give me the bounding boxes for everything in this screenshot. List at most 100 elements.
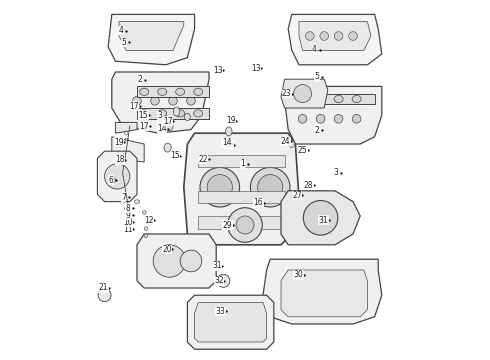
Ellipse shape	[194, 88, 203, 95]
Text: 11: 11	[123, 225, 133, 234]
Text: 10: 10	[123, 217, 133, 227]
Polygon shape	[263, 259, 382, 324]
Text: 4: 4	[119, 26, 123, 35]
Ellipse shape	[173, 107, 180, 116]
Text: 32: 32	[214, 276, 223, 285]
Circle shape	[294, 85, 312, 103]
Polygon shape	[137, 234, 216, 288]
Ellipse shape	[298, 95, 307, 103]
Text: 5: 5	[315, 72, 319, 81]
Text: 25: 25	[298, 146, 307, 155]
Ellipse shape	[352, 95, 361, 103]
Text: 16: 16	[253, 198, 263, 207]
Ellipse shape	[140, 110, 148, 117]
Circle shape	[180, 250, 202, 272]
Bar	[198, 155, 285, 167]
Text: 19: 19	[114, 138, 124, 147]
Polygon shape	[98, 151, 137, 202]
Circle shape	[303, 201, 338, 235]
Polygon shape	[195, 302, 267, 342]
Circle shape	[334, 114, 343, 123]
Ellipse shape	[144, 227, 148, 230]
Circle shape	[228, 208, 262, 242]
Ellipse shape	[176, 88, 185, 95]
Polygon shape	[281, 79, 328, 108]
Ellipse shape	[225, 127, 232, 136]
Ellipse shape	[146, 220, 149, 223]
Ellipse shape	[334, 95, 343, 103]
Circle shape	[305, 32, 314, 40]
Circle shape	[153, 245, 186, 277]
Text: 17: 17	[129, 102, 139, 111]
Ellipse shape	[164, 143, 171, 152]
Text: 21: 21	[99, 284, 108, 292]
Text: 31: 31	[212, 261, 222, 270]
Polygon shape	[137, 86, 209, 97]
Ellipse shape	[185, 113, 190, 121]
Circle shape	[169, 96, 177, 105]
Polygon shape	[116, 122, 137, 133]
Text: 13: 13	[213, 66, 223, 75]
Text: 2: 2	[137, 76, 142, 85]
Ellipse shape	[316, 95, 325, 103]
Ellipse shape	[144, 234, 148, 238]
Ellipse shape	[176, 110, 185, 117]
Circle shape	[298, 114, 307, 123]
Text: 1: 1	[241, 159, 245, 168]
Circle shape	[250, 167, 290, 207]
Circle shape	[316, 114, 325, 123]
Text: 15: 15	[170, 151, 180, 160]
Text: 28: 28	[304, 181, 314, 190]
Ellipse shape	[256, 201, 263, 206]
Circle shape	[320, 32, 328, 40]
Text: 23: 23	[282, 89, 292, 98]
Ellipse shape	[158, 88, 167, 95]
Text: 3: 3	[334, 168, 339, 177]
Polygon shape	[281, 191, 360, 245]
Text: 14: 14	[222, 139, 231, 148]
Ellipse shape	[300, 148, 305, 154]
Bar	[198, 216, 285, 229]
Text: 27: 27	[292, 191, 302, 200]
Circle shape	[217, 274, 230, 287]
Circle shape	[104, 164, 130, 189]
Ellipse shape	[158, 110, 167, 117]
Polygon shape	[299, 22, 371, 50]
Text: 9: 9	[125, 211, 130, 220]
Ellipse shape	[289, 140, 294, 148]
Text: 30: 30	[294, 270, 303, 279]
Text: 20: 20	[162, 245, 171, 254]
Polygon shape	[112, 72, 209, 133]
Text: 17: 17	[139, 122, 149, 131]
Text: 6: 6	[109, 176, 114, 185]
Text: 8: 8	[125, 204, 130, 212]
Text: 18: 18	[115, 156, 124, 164]
Text: 13: 13	[251, 64, 261, 73]
Circle shape	[187, 96, 196, 105]
Polygon shape	[119, 22, 184, 50]
Ellipse shape	[143, 211, 146, 214]
Ellipse shape	[166, 121, 173, 131]
Ellipse shape	[134, 200, 140, 203]
Text: 33: 33	[216, 307, 225, 316]
Text: 22: 22	[198, 155, 208, 164]
Polygon shape	[288, 14, 382, 65]
Text: 14: 14	[157, 125, 167, 134]
Circle shape	[352, 114, 361, 123]
Polygon shape	[112, 137, 144, 162]
Ellipse shape	[140, 88, 148, 95]
Text: 17: 17	[163, 117, 172, 126]
Circle shape	[258, 175, 283, 200]
Text: 31: 31	[318, 216, 328, 225]
Text: 24: 24	[280, 137, 290, 146]
Ellipse shape	[111, 178, 116, 182]
Circle shape	[133, 96, 141, 105]
Text: 26: 26	[224, 140, 234, 149]
Circle shape	[200, 167, 240, 207]
Text: 2: 2	[315, 126, 319, 135]
Circle shape	[151, 96, 159, 105]
Polygon shape	[187, 295, 274, 349]
Polygon shape	[137, 108, 209, 119]
Polygon shape	[281, 270, 368, 317]
Text: 4: 4	[312, 45, 317, 54]
